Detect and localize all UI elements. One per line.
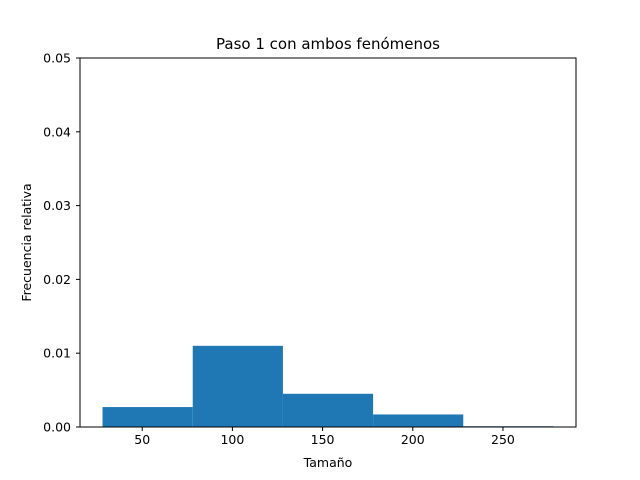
y-tick-label: 0.00 [43,420,71,435]
chart-title: Paso 1 con ambos fenómenos [216,35,440,53]
x-axis-ticks: 50 100 150 200 250 [134,427,515,447]
y-tick-label: 0.01 [43,346,71,361]
x-tick-label: 100 [220,432,244,447]
y-axis-label: Frecuencia relativa [19,183,34,301]
y-tick-label: 0.04 [43,124,71,139]
x-tick-label: 200 [401,432,425,447]
histogram-bar-2 [192,345,283,427]
x-tick-label: 150 [311,432,335,447]
y-tick-label: 0.03 [43,198,71,213]
y-tick-label: 0.02 [43,272,71,287]
histogram-bar-4 [373,414,464,427]
histogram-bar-1 [102,407,193,427]
y-tick-label: 0.05 [43,51,71,66]
x-tick-label: 50 [134,432,150,447]
y-axis-ticks: 0.00 0.01 0.02 0.03 0.04 0.05 [43,51,80,435]
axes-frame [79,57,577,428]
bars-group [102,345,554,427]
x-tick-label: 250 [491,432,515,447]
histogram-bar-3 [282,393,374,427]
x-axis-label: Tamaño [303,455,353,470]
